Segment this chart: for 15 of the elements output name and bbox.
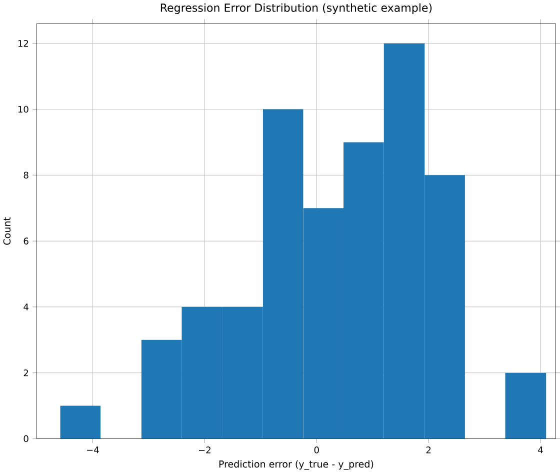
- x-axis-title: Prediction error (y_true - y_pred): [219, 460, 374, 470]
- y-tick-label: 10: [18, 106, 28, 113]
- y-tick-label: 4: [24, 304, 28, 310]
- y-tick-label: 12: [18, 40, 28, 47]
- x-tick-label: 0: [314, 446, 319, 454]
- y-tick-label: 6: [24, 238, 28, 244]
- x-tick-label: 2: [426, 446, 431, 454]
- y-tick-label: 0: [24, 435, 28, 442]
- x-tick-label: −2: [198, 446, 210, 454]
- y-tick-label: 2: [24, 369, 28, 376]
- x-tick-label: 4: [538, 446, 543, 454]
- y-axis-title: Count: [3, 217, 11, 245]
- y-tick-label: 8: [24, 172, 28, 179]
- chart-title: Regression Error Distribution (synthetic example): [160, 3, 432, 14]
- x-tick-label: −4: [87, 446, 99, 454]
